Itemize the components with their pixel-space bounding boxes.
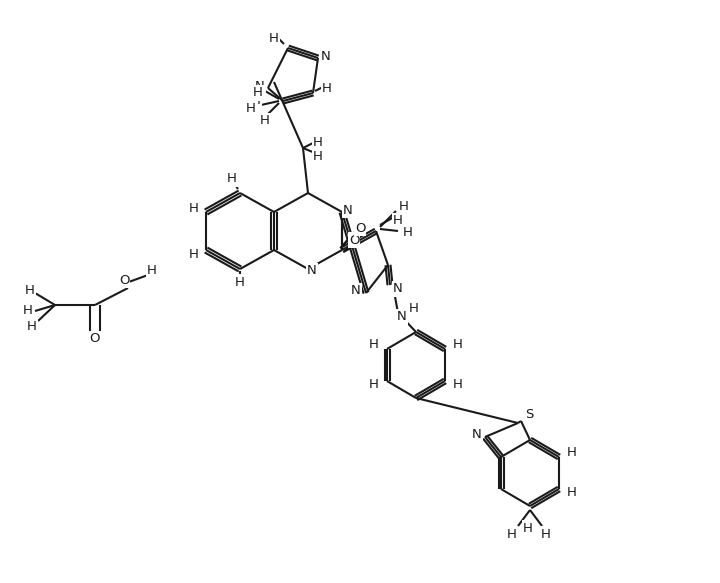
Text: H: H <box>567 486 577 500</box>
Text: H: H <box>399 201 409 213</box>
Text: H: H <box>313 149 323 163</box>
Text: O: O <box>355 222 365 234</box>
Text: H: H <box>403 227 413 240</box>
Text: H: H <box>147 265 157 278</box>
Text: N: N <box>397 311 407 324</box>
Text: H: H <box>453 339 463 352</box>
Text: H: H <box>235 276 245 289</box>
Text: H: H <box>322 83 332 96</box>
Text: H: H <box>369 339 379 352</box>
Text: H: H <box>227 173 237 185</box>
Text: H: H <box>313 136 323 149</box>
Text: H: H <box>369 378 379 392</box>
Text: H: H <box>25 285 35 297</box>
Text: H: H <box>260 114 270 128</box>
Text: H: H <box>189 202 199 215</box>
Text: H: H <box>507 528 517 540</box>
Text: N: N <box>351 285 361 297</box>
Text: H: H <box>269 31 279 44</box>
Text: H: H <box>23 304 33 318</box>
Text: H: H <box>27 321 37 333</box>
Text: N: N <box>321 50 331 62</box>
Text: H: H <box>246 103 256 115</box>
Text: N: N <box>343 203 353 216</box>
Text: H: H <box>251 93 261 107</box>
Text: N: N <box>472 429 482 441</box>
Text: N: N <box>255 79 265 93</box>
Text: H: H <box>253 86 263 100</box>
Text: H: H <box>567 447 577 459</box>
Text: O: O <box>90 332 100 346</box>
Text: H: H <box>393 215 403 227</box>
Text: N: N <box>393 283 403 296</box>
Text: H: H <box>541 528 551 540</box>
Text: O: O <box>348 234 359 247</box>
Text: H: H <box>235 276 245 290</box>
Text: H: H <box>409 303 419 315</box>
Text: S: S <box>525 409 534 422</box>
Text: N: N <box>343 203 353 216</box>
Text: H: H <box>453 378 463 392</box>
Text: N: N <box>307 265 317 278</box>
Text: H: H <box>523 522 533 535</box>
Text: O: O <box>119 273 130 286</box>
Text: H: H <box>189 248 199 261</box>
